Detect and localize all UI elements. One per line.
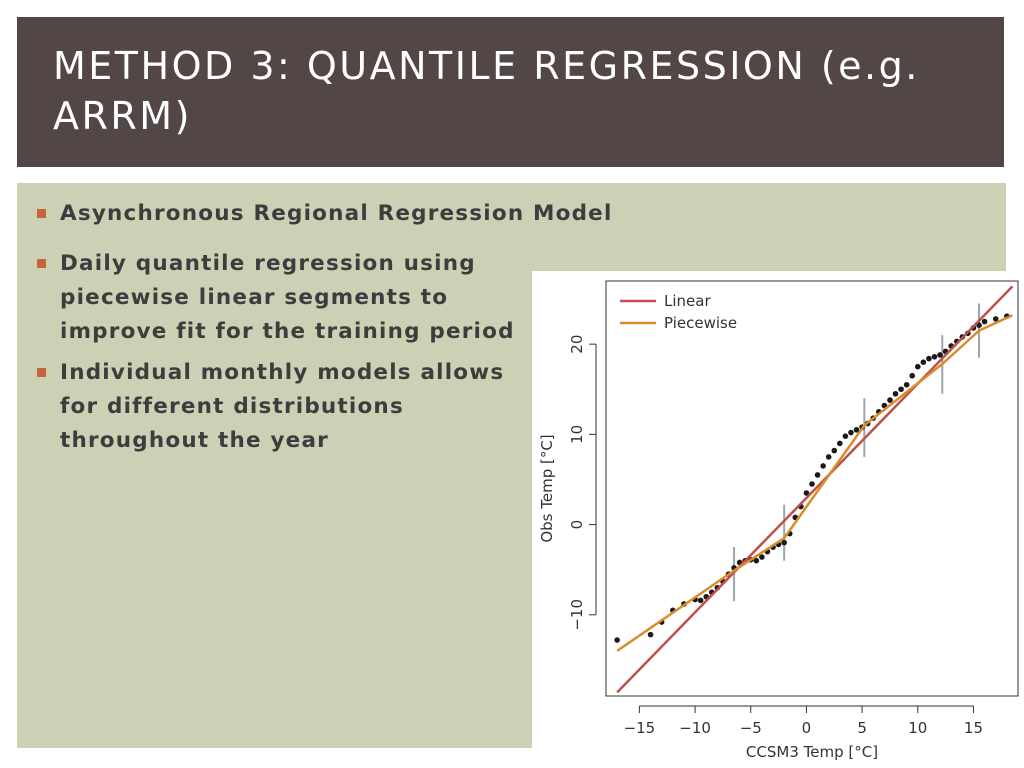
bullet-marker-icon xyxy=(37,368,46,377)
data-point xyxy=(753,557,760,564)
bullet-marker-icon xyxy=(37,259,46,268)
x-tick-label: −15 xyxy=(624,719,656,737)
data-point xyxy=(920,359,927,365)
data-point xyxy=(837,440,843,447)
data-point xyxy=(647,631,654,638)
data-point xyxy=(937,352,943,358)
y-axis-label: Obs Temp [°C] xyxy=(538,434,556,542)
piecewise-fit-line xyxy=(616,314,1013,652)
data-point xyxy=(842,433,849,439)
x-axis-label: CCSM3 Temp [°C] xyxy=(746,743,878,761)
bullet-text: Individual monthly models allows for dif… xyxy=(60,360,505,453)
data-point xyxy=(853,427,860,433)
linear-fit-line xyxy=(616,285,1014,694)
data-point xyxy=(697,597,704,604)
x-tick-label: 10 xyxy=(908,719,927,737)
data-point xyxy=(820,463,826,469)
data-point xyxy=(887,397,893,403)
bullet-marker-icon xyxy=(37,209,46,218)
data-point xyxy=(848,429,854,436)
y-tick-label: 20 xyxy=(568,335,586,354)
slide-title: METHOD 3: QUANTILE REGRESSION (e.g. ARRM… xyxy=(53,44,920,138)
data-point xyxy=(914,363,921,370)
data-point xyxy=(825,454,832,460)
x-tick-label: −10 xyxy=(679,719,711,737)
data-point xyxy=(926,355,932,362)
data-point xyxy=(814,472,821,478)
data-point xyxy=(831,447,838,454)
bullet-item: Daily quantile regression using piecewis… xyxy=(37,247,515,349)
data-point xyxy=(981,318,988,325)
data-point xyxy=(992,316,999,322)
y-tick-label: −10 xyxy=(568,599,586,631)
legend-label-piecewise: Piecewise xyxy=(664,314,737,332)
chart-container: −15 −10 −5 0 5 10 15 −10 0 10 20 Linear Piecewise … xyxy=(532,271,1024,768)
data-point xyxy=(898,386,904,393)
bullet-item: Asynchronous Regional Regression Model xyxy=(37,197,613,231)
bullet-item: Individual monthly models allows for dif… xyxy=(37,356,504,458)
x-tick-label: 5 xyxy=(857,719,867,737)
data-point xyxy=(931,353,938,360)
data-point xyxy=(803,490,810,496)
x-tick-label: 0 xyxy=(802,719,812,737)
bullet-text: Asynchronous Regional Regression Model xyxy=(60,201,613,226)
x-tick-label: 15 xyxy=(964,719,983,737)
slide-title-bar: METHOD 3: QUANTILE REGRESSION (e.g. ARRM… xyxy=(17,17,1004,167)
data-point xyxy=(892,390,899,397)
data-point xyxy=(614,637,620,643)
data-point xyxy=(781,539,787,546)
y-tick-label: 0 xyxy=(568,520,586,530)
legend-label-linear: Linear xyxy=(664,292,711,310)
x-tick-label: −5 xyxy=(740,719,762,737)
bullet-text: Daily quantile regression using piecewis… xyxy=(60,251,515,344)
data-point xyxy=(759,554,765,560)
plot-frame xyxy=(605,280,1019,697)
y-tick-label: 10 xyxy=(568,425,586,444)
data-point xyxy=(909,372,916,379)
data-point xyxy=(903,381,910,388)
data-point xyxy=(809,481,815,487)
chart-legend: Linear Piecewise xyxy=(620,292,737,332)
